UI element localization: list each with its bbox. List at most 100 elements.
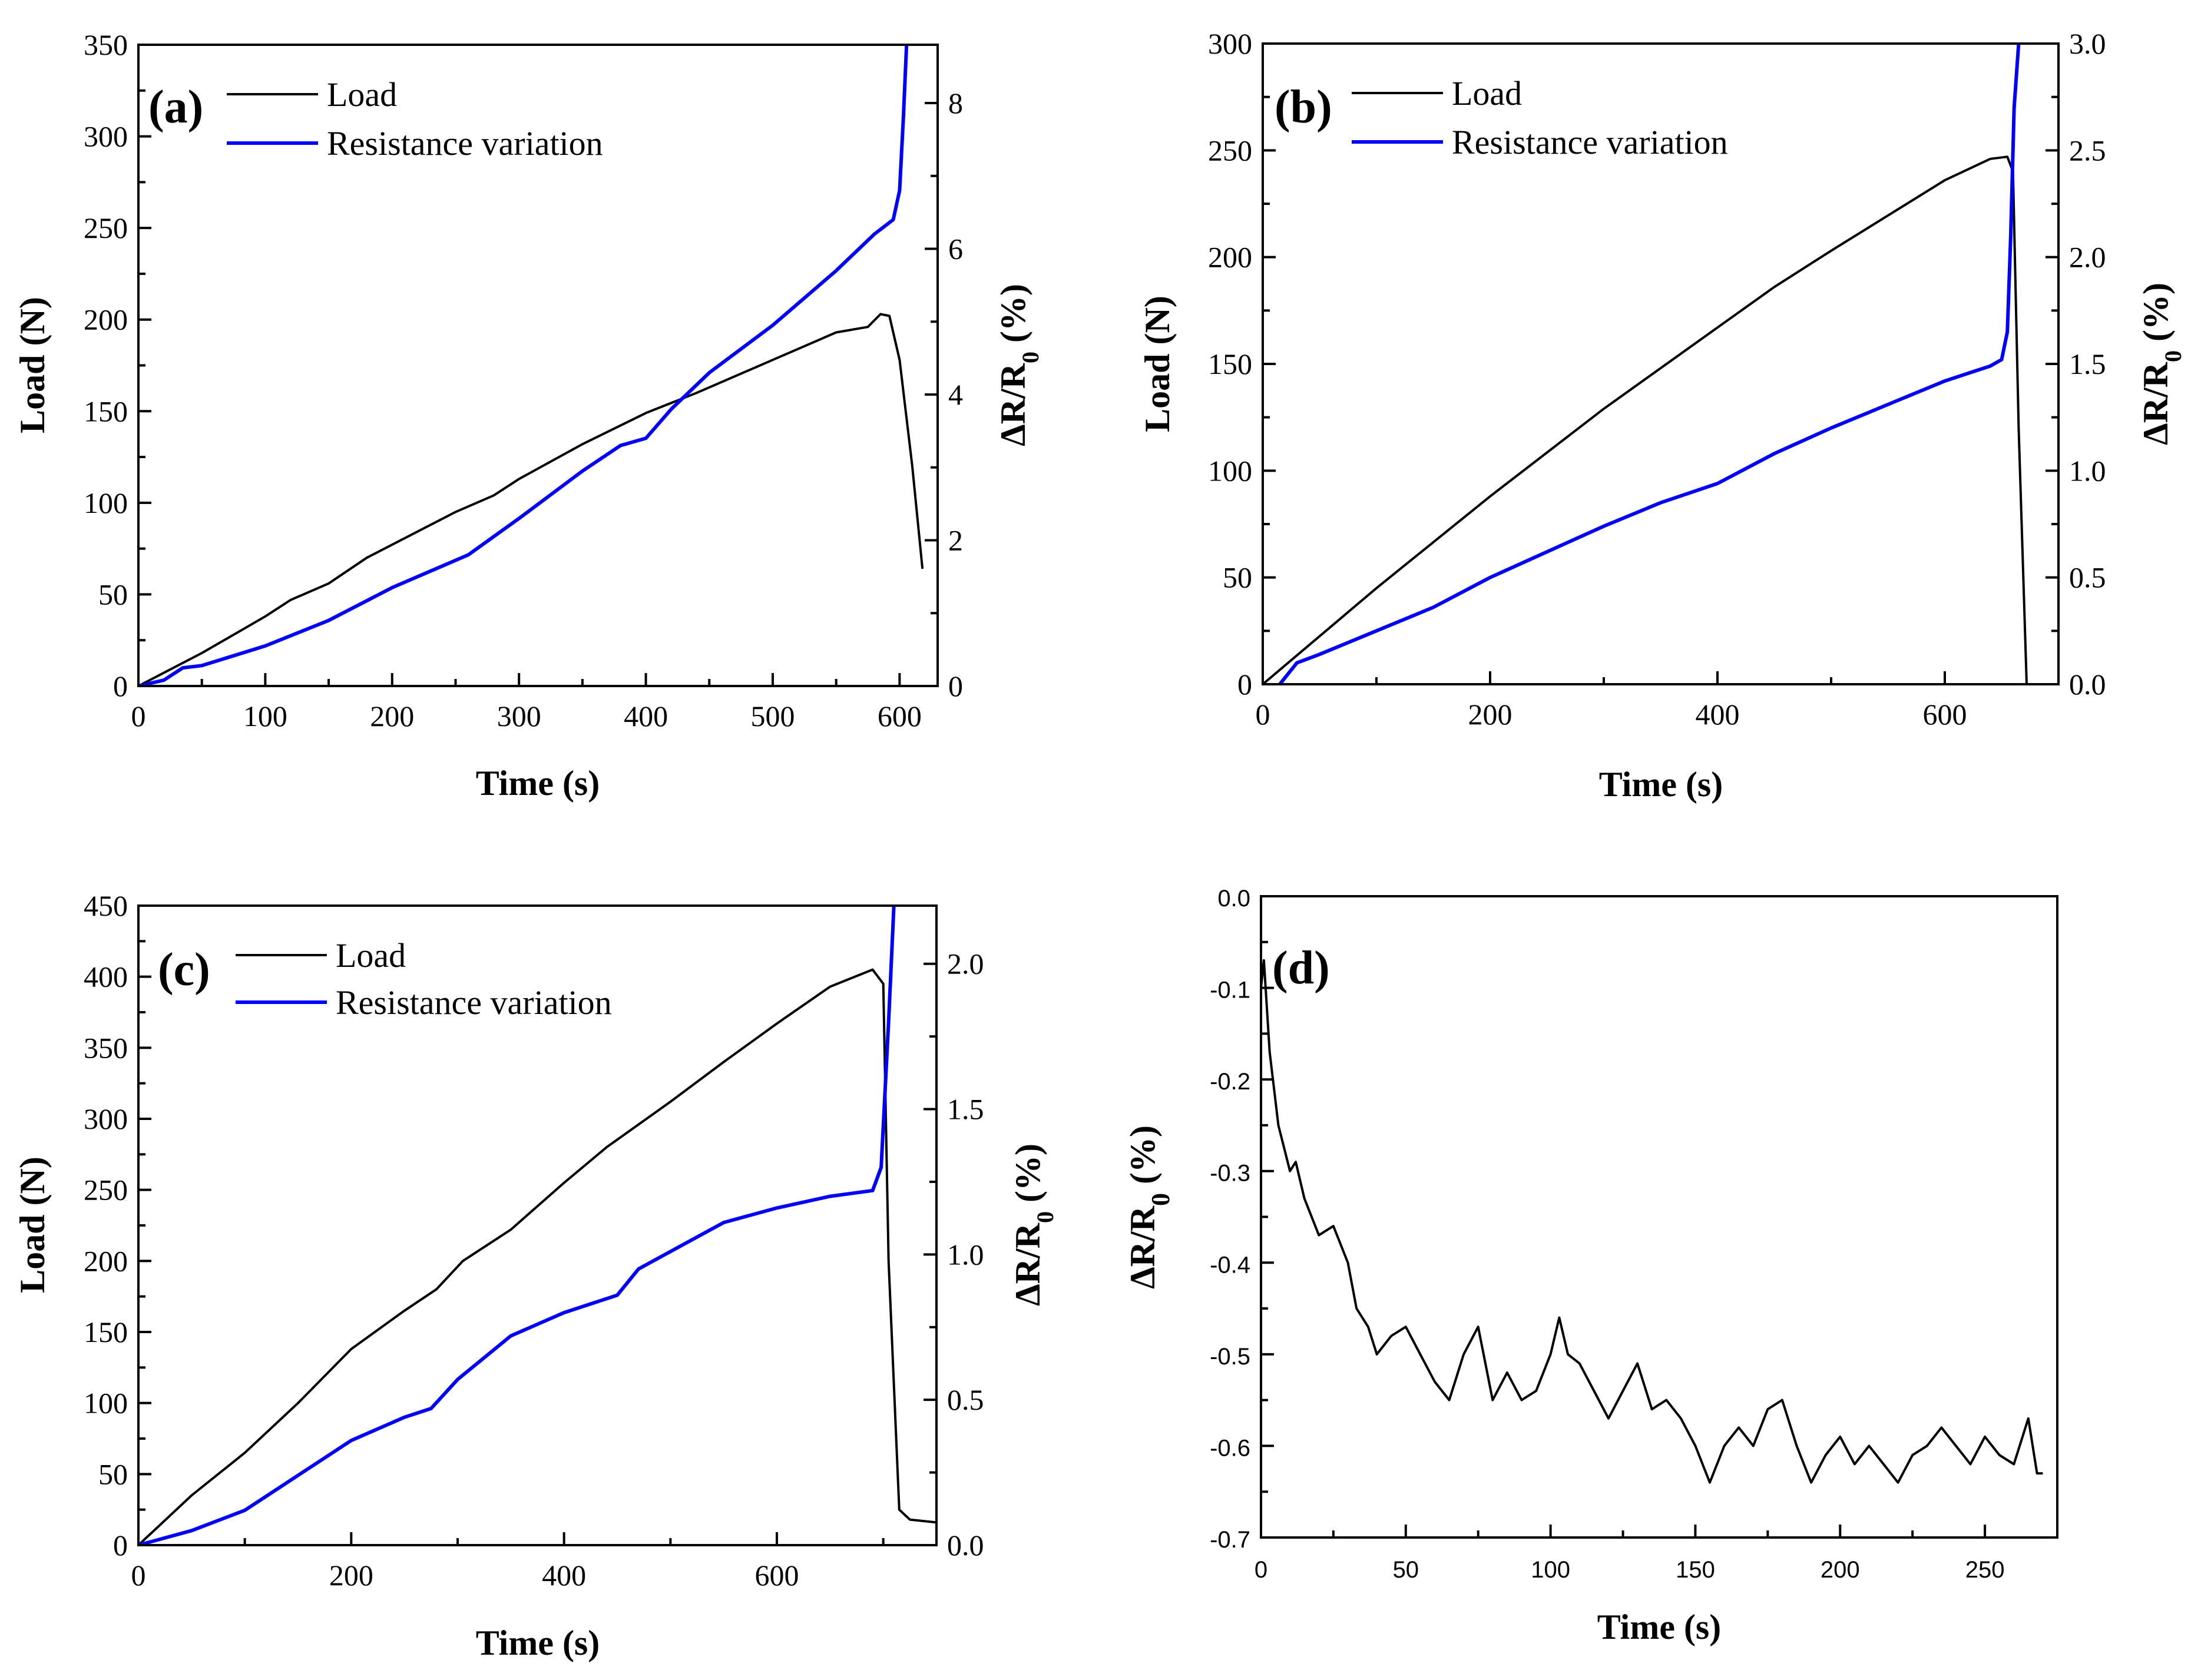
- panel-a-ytick-label-5: 250: [84, 211, 128, 244]
- panel-c-y2tick-label-2: 1.0: [947, 1238, 984, 1271]
- panel-d-ytick-label-7: -0.7: [1210, 1527, 1250, 1553]
- panel-c-ytick-label-7: 350: [84, 1031, 128, 1064]
- panel-d-ytick-label-0: 0.0: [1217, 886, 1250, 912]
- panel-d-series-group: [1261, 959, 2043, 1484]
- panel-b-xtick-label-0: 0: [1256, 698, 1270, 731]
- panel-c-y2label: ΔR/R0 (%): [1008, 1144, 1058, 1306]
- panel-d-xtick-label-1: 50: [1393, 1557, 1419, 1583]
- panel-a-y2tick-label-4: 8: [948, 87, 963, 120]
- panel-a-xtick-label-6: 600: [878, 700, 922, 733]
- panel-b: 0 200 400 600 0 50 100 150 200 250 300 0.0 0.5 1.0 1.5…: [1138, 27, 2186, 804]
- panel-c-legend-resistance: Resistance variation: [336, 983, 612, 1022]
- panel-b-xtick-label-2: 400: [1696, 698, 1740, 731]
- panel-a-ytick-label-6: 300: [84, 120, 128, 153]
- panel-a-xtick-label-1: 100: [243, 700, 287, 733]
- panel-c-ytick-label-2: 100: [84, 1387, 128, 1420]
- panel-b-legend-load: Load: [1452, 74, 1522, 112]
- panel-c-y2tick-label-3: 1.5: [947, 1093, 984, 1126]
- panel-a-ylabel: Load (N): [13, 297, 52, 433]
- panel-b-series-load: [1263, 155, 2028, 684]
- panel-c-xtick-label-1: 200: [329, 1559, 373, 1592]
- panel-d-ylabel: ΔR/R0 (%): [1123, 1125, 1175, 1289]
- panel-a-y2label: ΔR/R0 (%): [994, 284, 1044, 446]
- panel-a-ticks-group: 0 100 200 300 400 500 600 0 50 100 150 200 250 300 350…: [84, 28, 963, 733]
- panel-a-ytick-label-7: 350: [84, 28, 128, 61]
- panel-c-y2tick-label-1: 0.5: [947, 1383, 984, 1416]
- panel-c-ytick-label-5: 250: [84, 1174, 128, 1207]
- panel-c-plot-frame: [137, 904, 938, 1546]
- panel-c-label: (c): [158, 944, 210, 996]
- panel-c-ylabel: Load (N): [13, 1157, 52, 1293]
- panel-b-ytick-label-0: 0: [1237, 668, 1252, 701]
- panel-c-ytick-label-6: 300: [84, 1102, 128, 1135]
- panel-b-label: (b): [1275, 81, 1332, 133]
- panel-b-y2tick-label-6: 3.0: [2069, 27, 2106, 60]
- panel-d-xtick-label-3: 150: [1676, 1557, 1715, 1583]
- panel-a-ytick-label-3: 150: [84, 395, 128, 428]
- panel-b-ytick-label-5: 250: [1208, 134, 1252, 167]
- panel-b-series-group: [1263, 44, 2028, 684]
- panel-a: 0 100 200 300 400 500 600 0 50 100 150 200 250 300 350…: [13, 28, 1044, 803]
- panel-b-ytick-label-2: 100: [1208, 454, 1252, 487]
- panel-b-y2tick-label-2: 1.0: [2069, 454, 2106, 487]
- panel-c-ytick-label-4: 200: [84, 1244, 128, 1277]
- panel-d-xlabel: Time (s): [1597, 1608, 1722, 1646]
- panel-d-ytick-label-4: -0.4: [1210, 1252, 1250, 1278]
- panel-a-y2tick-label-2: 4: [948, 378, 963, 411]
- panel-b-y2tick-label-4: 2.0: [2069, 241, 2106, 274]
- panel-b-xtick-label-3: 600: [1923, 698, 1967, 731]
- panel-c-series-group: [138, 906, 936, 1545]
- panel-a-legend-load: Load: [327, 75, 397, 114]
- panel-b-ytick-label-1: 50: [1223, 561, 1252, 594]
- panel-b-series-resistance-variation: [1278, 44, 2021, 684]
- panel-d-xtick-label-4: 200: [1821, 1557, 1860, 1583]
- panel-b-legend-resistance: Resistance variation: [1452, 123, 1728, 161]
- panel-a-series-group: [138, 45, 924, 686]
- panel-d-xtick-label-5: 250: [1965, 1557, 2005, 1583]
- panel-d-ytick-label-3: -0.3: [1210, 1161, 1250, 1187]
- panel-b-y2label: ΔR/R0 (%): [2136, 283, 2186, 445]
- panel-c-legend-load: Load: [336, 936, 406, 975]
- panel-c-ticks-group: 0 200 400 600 0 50 100 150 200 250 300 350 400 450 0.0…: [84, 889, 984, 1592]
- panel-a-series-resistance-variation: [138, 45, 909, 686]
- panel-a-ytick-label-1: 50: [98, 578, 128, 611]
- panel-c-series-load: [138, 968, 936, 1545]
- panel-a-xlabel: Time (s): [476, 764, 600, 803]
- panel-a-ytick-label-2: 100: [84, 486, 128, 519]
- panel-c-xtick-label-2: 400: [542, 1559, 586, 1592]
- panel-b-y2tick-label-3: 1.5: [2069, 347, 2106, 380]
- panel-c-ytick-label-3: 150: [84, 1315, 128, 1348]
- panel-d-ytick-label-2: -0.2: [1210, 1069, 1250, 1095]
- panel-b-plot-frame: [1262, 42, 2060, 685]
- panel-d-ticks-group: 0 50 100 150 200 250 0.0 -0.1 -0.2 -0.3 -0.4 -0.5 -0…: [1210, 886, 2058, 1583]
- panel-d-ytick-label-1: -0.1: [1210, 977, 1250, 1003]
- panel-d-xtick-label-2: 100: [1531, 1557, 1570, 1583]
- panel-c-y2tick-label-4: 2.0: [947, 947, 984, 980]
- panel-c-ytick-label-1: 50: [98, 1457, 128, 1490]
- panel-d-ytick-label-6: -0.6: [1210, 1435, 1250, 1461]
- panel-a-y2tick-label-3: 6: [948, 233, 963, 266]
- panel-b-y2tick-label-0: 0.0: [2069, 668, 2106, 701]
- panel-c-xtick-label-0: 0: [131, 1559, 146, 1592]
- panel-d-plot-frame: [1260, 895, 2058, 1539]
- panel-b-y2tick-label-5: 2.5: [2069, 134, 2106, 167]
- panel-a-ytick-label-4: 200: [84, 303, 128, 336]
- panel-d-label: (d): [1272, 942, 1330, 994]
- panel-a-xtick-label-4: 400: [624, 700, 668, 733]
- panel-c-xlabel: Time (s): [476, 1623, 600, 1662]
- panel-d-ytick-label-5: -0.5: [1210, 1344, 1250, 1370]
- panel-b-ylabel: Load (N): [1138, 296, 1177, 432]
- panel-d: 0 50 100 150 200 250 0.0 -0.1 -0.2 -0.3 -0.4 -0.5 -0…: [1123, 886, 2058, 1646]
- panel-a-label: (a): [148, 81, 203, 133]
- panel-b-ytick-label-6: 300: [1208, 27, 1252, 60]
- panel-a-xtick-label-2: 200: [370, 700, 414, 733]
- panel-a-ytick-label-0: 0: [113, 670, 128, 703]
- panel-c-xtick-label-3: 600: [755, 1559, 799, 1592]
- panel-d-series--r-r0: [1261, 959, 2043, 1484]
- panel-b-xlabel: Time (s): [1599, 765, 1723, 804]
- panel-a-series-load: [138, 313, 924, 686]
- panel-a-y2tick-label-0: 0: [948, 670, 963, 703]
- panel-a-legend-resistance: Resistance variation: [327, 124, 603, 163]
- panel-c-ytick-label-8: 400: [84, 960, 128, 993]
